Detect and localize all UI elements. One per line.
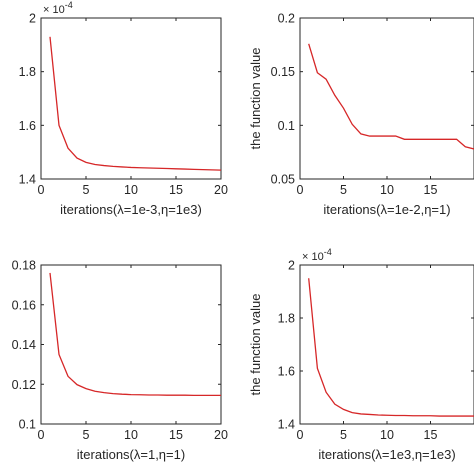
x-tick-label: 0 [297, 183, 304, 197]
x-tick-label: 5 [83, 183, 90, 197]
x-tick-label: 15 [424, 428, 438, 442]
exponent-power: -4 [324, 247, 332, 257]
series-line [49, 36, 222, 171]
x-tick-label: 15 [424, 183, 438, 197]
x-tick-label: 5 [83, 428, 90, 442]
x-axis-label-prefix: iterations( [318, 447, 376, 462]
y-tick-label: 0.05 [271, 173, 295, 187]
series-line [49, 272, 221, 397]
y-tick-label: 1.6 [278, 365, 295, 379]
x-tick-label: 0 [297, 428, 304, 442]
exponent-power: -4 [65, 0, 73, 10]
y-tick-label: 0.16 [12, 298, 36, 312]
y-tick-label: 2 [29, 12, 36, 26]
x-axis-label-params: λ=1,η=1) [134, 447, 185, 462]
x-tick-label: 10 [124, 183, 138, 197]
x-axis-label-params: λ=1e-3,η=1e3) [117, 202, 202, 217]
x-axis-label: iterations(λ=1e3,η=1e3) [318, 447, 455, 462]
panel-top-left: 0 5 10 15 20 1.4 1.6 1.8 2 × 10-4 iterations(λ=1e-… [19, 0, 228, 217]
y-axis-label: the function value [248, 48, 263, 150]
y-tick-label: 1.8 [19, 65, 36, 79]
panel-top-right: 0 5 10 15 0.05 0.1 0.15 0.2 iterations(λ=1e-2,η=… [248, 12, 474, 217]
x-tick-label: 10 [380, 183, 394, 197]
x-tick-label: 0 [38, 183, 45, 197]
y-tick-label: 0.12 [12, 378, 36, 392]
y-tick-label: 1.6 [19, 119, 36, 133]
x-tick-label: 10 [380, 428, 394, 442]
x-tick-label: 5 [340, 183, 347, 197]
x-axis-label-params: λ=1e-2,η=1) [380, 202, 450, 217]
series-line [308, 43, 474, 150]
x-axis-label-prefix: iterations( [323, 202, 381, 217]
x-tick-label: 20 [214, 183, 228, 197]
y-tick-label: 0.18 [12, 259, 36, 273]
exponent-label: × 10-4 [302, 247, 332, 263]
exponent-base: × 10 [302, 251, 324, 263]
x-axis-label-prefix: iterations( [60, 202, 118, 217]
x-tick-label: 0 [38, 428, 45, 442]
x-tick-label: 15 [169, 428, 183, 442]
y-tick-label: 1.4 [19, 173, 36, 187]
y-tick-label: 1.8 [278, 312, 295, 326]
axes-box [40, 264, 222, 425]
x-tick-label: 10 [124, 428, 138, 442]
x-axis-label: iterations(λ=1e-2,η=1) [323, 202, 450, 217]
x-axis-label: iterations(λ=1,η=1) [77, 447, 185, 462]
x-axis-label: iterations(λ=1e-3,η=1e3) [60, 202, 202, 217]
y-axis-label: the function value [248, 294, 263, 396]
y-tick-label: 1.4 [278, 418, 295, 432]
series-line [308, 278, 474, 417]
y-tick-label: 0.1 [19, 418, 36, 432]
exponent-label: × 10-4 [43, 0, 73, 16]
x-axis-label-params: λ=1e3,η=1e3) [375, 447, 455, 462]
y-tick-label: 0.1 [278, 119, 295, 133]
x-axis-label-prefix: iterations( [77, 447, 135, 462]
axes-box [299, 264, 474, 425]
exponent-base: × 10 [43, 4, 65, 16]
y-tick-label: 0.14 [12, 338, 36, 352]
x-tick-label: 5 [340, 428, 347, 442]
axes-box [40, 17, 222, 180]
x-tick-label: 15 [169, 183, 183, 197]
y-tick-label: 2 [288, 259, 295, 273]
x-tick-label: 20 [214, 428, 228, 442]
y-tick-label: 0.2 [278, 12, 295, 26]
axes-box [299, 17, 474, 180]
panel-bottom-right: 0 5 10 15 1.4 1.6 1.8 2 × 10-4 iterations(λ=1e3,η… [248, 247, 474, 462]
panel-bottom-left: 0 5 10 15 20 0.1 0.12 0.14 0.16 0.18 iterations(λ=… [12, 259, 228, 463]
y-tick-label: 0.15 [271, 65, 295, 79]
